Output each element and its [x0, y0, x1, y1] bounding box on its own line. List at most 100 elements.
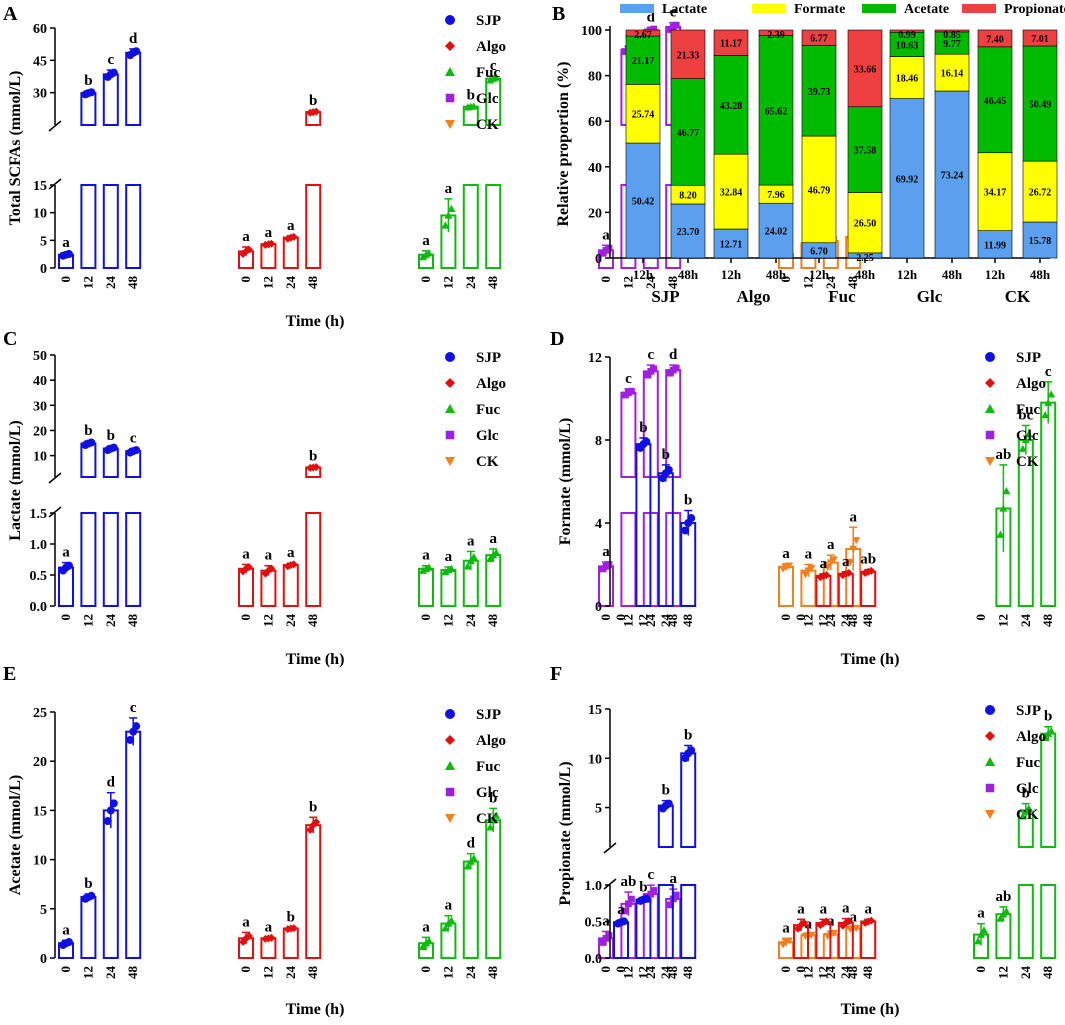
- stacked-segment-formate: [847, 192, 883, 254]
- legend-marker: [985, 783, 995, 793]
- data-point: [1018, 812, 1027, 820]
- segment-value-label: 11.99: [984, 240, 1006, 251]
- x-tick-label: 24: [643, 966, 658, 980]
- data-point: [644, 371, 652, 379]
- significance-letter: d: [129, 31, 138, 47]
- data-point: [622, 907, 629, 915]
- data-point: [466, 556, 475, 564]
- y-tick-label: 15: [33, 804, 47, 819]
- significance-letter: a: [422, 919, 430, 935]
- legend-label: Glc: [1016, 428, 1039, 444]
- data-point: [444, 566, 453, 574]
- x-tick-label: 24: [103, 966, 118, 980]
- data-point: [242, 934, 250, 943]
- data-point: [1021, 436, 1030, 444]
- bar: [102, 809, 119, 960]
- stacked-segment-propionate: [1022, 29, 1058, 47]
- x-tick-label: 12: [440, 966, 455, 979]
- segment-value-label: 24.02: [765, 227, 788, 238]
- x-tick-label: 24: [463, 276, 478, 290]
- significance-letter: a: [242, 914, 250, 930]
- stacked-segment-propionate: [934, 29, 970, 33]
- data-point: [62, 563, 70, 572]
- legend-marker: [445, 761, 455, 770]
- data-point: [647, 367, 655, 375]
- data-point: [617, 918, 625, 927]
- segment-value-label: 25.74: [632, 110, 655, 121]
- stacked-segment-lactate: [889, 98, 925, 259]
- legend-label: Algo: [1016, 376, 1046, 392]
- data-point: [599, 939, 607, 946]
- segment-value-label: 16.14: [941, 69, 964, 80]
- significance-letter: a: [62, 545, 70, 561]
- significance-letter: ab: [620, 874, 636, 890]
- legend-label: Propionate: [1004, 2, 1065, 17]
- y-tick-label: 30: [33, 87, 47, 102]
- x-tick-label: 12h: [633, 267, 654, 282]
- data-point: [62, 939, 70, 948]
- data-point: [486, 823, 495, 831]
- y-tick-label: 1.0: [30, 538, 48, 553]
- significance-letter: c: [130, 700, 137, 716]
- significance-letter: b: [309, 449, 317, 465]
- data-point: [422, 564, 430, 572]
- segment-value-label: 39.73: [808, 87, 831, 98]
- significance-letter: a: [287, 545, 295, 561]
- x-tick-label: 0: [598, 276, 613, 283]
- x-tick-label: 0: [973, 966, 988, 973]
- significance-letter: a: [827, 913, 835, 929]
- x-tick-label: 12: [800, 614, 815, 627]
- legend-label: Glc: [476, 785, 499, 801]
- data-point: [441, 221, 450, 229]
- data-point: [669, 23, 677, 31]
- x-tick-label: 12: [815, 614, 830, 627]
- x-tick-label: 24: [283, 614, 298, 628]
- significance-letter: a: [782, 920, 790, 936]
- legend-label: Algo: [476, 376, 506, 392]
- legend-marker: [985, 810, 995, 819]
- legend-label: SJP: [1016, 350, 1041, 366]
- data-point: [639, 440, 648, 449]
- y-axis-label: Relative proportion (%): [555, 61, 572, 226]
- data-point: [1002, 487, 1011, 495]
- segment-value-label: 2.39: [767, 30, 785, 41]
- bar: [125, 730, 142, 959]
- legend-label: Fuc: [1016, 755, 1041, 771]
- legend-label: SJP: [476, 707, 501, 723]
- legend-label: Formate: [794, 2, 845, 17]
- legend-marker: [445, 378, 455, 388]
- data-point: [647, 890, 655, 898]
- data-point: [84, 89, 93, 98]
- x-tick-label: 12: [260, 614, 275, 627]
- segment-value-label: 26.72: [1029, 188, 1052, 199]
- significance-letter: ab: [995, 889, 1011, 905]
- stacked-segment-propionate: [758, 29, 794, 36]
- significance-letter: b: [639, 879, 647, 895]
- axis-break-mark: [48, 506, 62, 518]
- legend-label: Fuc: [476, 65, 501, 81]
- bar: [860, 570, 877, 608]
- legend-marker: [445, 430, 455, 440]
- data-point: [264, 566, 273, 575]
- y-tick-label: 12: [588, 351, 602, 366]
- data-point: [84, 439, 93, 448]
- x-tick-label: 48: [845, 614, 860, 628]
- data-point: [628, 895, 635, 903]
- significance-letter: d: [669, 347, 678, 363]
- legend-label: Fuc: [1016, 402, 1041, 418]
- x-tick-label: 12: [80, 966, 95, 979]
- segment-value-label: 15.78: [1029, 236, 1052, 247]
- data-point: [864, 917, 873, 926]
- data-point: [242, 564, 250, 573]
- x-tick-label: 48h: [766, 267, 787, 282]
- significance-letter: a: [864, 901, 872, 917]
- significance-letter: a: [422, 548, 430, 564]
- stacked-segment-formate: [625, 84, 661, 144]
- legend-marker: [985, 757, 995, 766]
- stacked-segment-lactate: [1022, 221, 1058, 259]
- y-tick-label: 50: [33, 349, 47, 364]
- legend-marker: [445, 15, 455, 25]
- stacked-segment-lactate: [713, 228, 749, 259]
- bar: [260, 569, 277, 607]
- panel-letter: A: [3, 3, 18, 25]
